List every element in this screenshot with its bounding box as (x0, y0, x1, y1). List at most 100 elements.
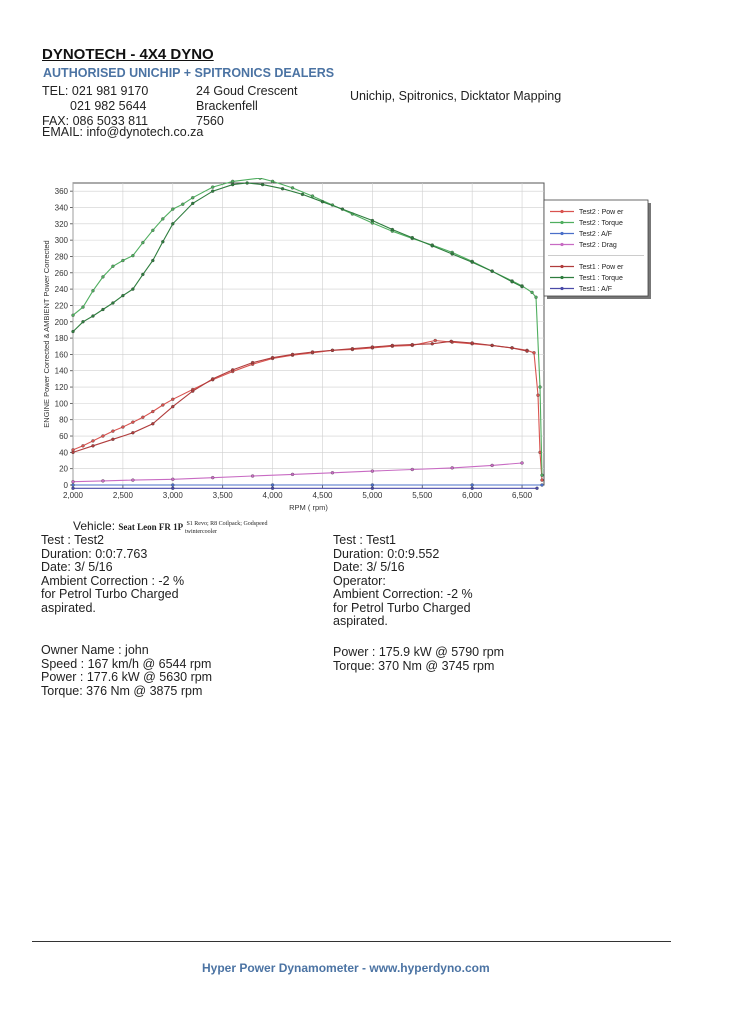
test1-line: for Petrol Turbo Charged (333, 600, 471, 615)
result-line: Power : 177.6 kW @ 5630 rpm (41, 670, 213, 684)
vehicle-line: Vehicle: Seat Leon FR 1P S1 Revo; R8 Coi… (73, 519, 268, 535)
x-axis-label: RPM ( rpm) (289, 503, 328, 512)
data-point (490, 343, 494, 348)
data-point (151, 258, 155, 263)
y-tick-label: 220 (55, 301, 69, 310)
data-point (470, 486, 474, 490)
result-line: Owner Name : john (41, 643, 149, 657)
test1-line: Ambient Correction: -2 % (333, 587, 473, 601)
result-line: Torque: 376 Nm @ 3875 rpm (41, 683, 203, 698)
data-point (211, 377, 215, 381)
test2-details: Test : Test2 Duration: 0:0:7.763 Date: 3… (41, 533, 184, 615)
data-point (171, 486, 175, 490)
data-point (171, 477, 175, 481)
address-block: 24 Goud Crescent Brackenfell 7560 (196, 84, 297, 129)
legend-marker (560, 275, 564, 280)
result-line: Speed : 167 km/h @ 6544 rpm (41, 656, 212, 671)
data-point (490, 463, 494, 468)
data-point (350, 347, 355, 351)
legend-marker (560, 264, 564, 269)
data-point (250, 360, 255, 365)
legend-label: Test1 : A/F (579, 286, 612, 293)
data-point (370, 486, 375, 490)
test2-line: for Petrol Turbo Charged (41, 587, 179, 601)
data-point (290, 186, 295, 190)
data-point (470, 341, 474, 345)
vehicle-mods: S1 Revo; R8 Coilpack; Godspeed (186, 521, 268, 527)
data-point (410, 236, 414, 240)
data-point (510, 346, 514, 350)
data-point (310, 194, 315, 198)
vehicle-label: Vehicle: (73, 519, 116, 533)
data-point (270, 486, 275, 490)
data-point (101, 434, 105, 438)
data-point (141, 240, 145, 245)
data-point (390, 343, 394, 348)
email-text: EMAIL: info@dynotech.co.za (42, 125, 204, 139)
data-point (171, 222, 175, 226)
legend-label: Test2 : Drag (579, 242, 617, 249)
result-line: Power : 175.9 kW @ 5790 rpm (333, 645, 505, 659)
data-point (430, 342, 434, 346)
data-point (270, 356, 275, 360)
data-point (245, 181, 249, 185)
legend-marker (560, 209, 564, 214)
y-tick-label: 40 (59, 448, 68, 457)
data-point (151, 409, 155, 414)
y-tick-label: 200 (55, 318, 69, 327)
data-point (540, 478, 544, 482)
data-point (101, 479, 105, 483)
data-point (121, 293, 125, 298)
test1-line: Duration: 0:0:9.552 (333, 546, 440, 561)
data-point (161, 217, 165, 221)
legend-marker (560, 231, 564, 236)
data-point (310, 350, 315, 354)
data-point (71, 483, 75, 487)
test2-results: Owner Name : john Speed : 167 km/h @ 654… (41, 643, 213, 698)
data-point (171, 207, 175, 211)
data-point (131, 287, 135, 291)
data-point (141, 272, 145, 277)
y-tick-label: 100 (55, 399, 69, 408)
data-point (330, 348, 335, 352)
contact-line: TEL: 021 981 9170 (42, 84, 149, 98)
y-tick-label: 180 (55, 334, 69, 343)
y-tick-label: 140 (55, 367, 69, 376)
data-point (231, 179, 235, 184)
data-point (536, 393, 540, 397)
data-point (270, 483, 275, 487)
legend-label: Test1 : Pow er (579, 264, 624, 271)
data-point (231, 182, 235, 187)
data-point (450, 466, 454, 470)
data-point (211, 189, 215, 193)
data-point (171, 404, 175, 409)
y-tick-label: 160 (55, 350, 69, 359)
data-point (111, 437, 115, 441)
y-tick-label: 340 (55, 203, 69, 212)
x-tick-label: 3,500 (213, 491, 234, 500)
data-point (540, 483, 544, 487)
data-point (171, 483, 175, 487)
data-point (151, 228, 155, 232)
test1-line: aspirated. (333, 614, 388, 628)
data-point (81, 320, 85, 324)
data-point (433, 338, 437, 343)
legend-label: Test1 : Torque (579, 275, 623, 282)
y-tick-label: 300 (55, 236, 69, 245)
data-point (470, 483, 474, 487)
data-point (290, 352, 295, 357)
x-tick-label: 3,000 (163, 491, 184, 500)
data-point (534, 295, 538, 299)
x-tick-label: 2,500 (113, 491, 134, 500)
test1-details: Test : Test1 Duration: 0:0:9.552 Date: 3… (333, 533, 473, 629)
vehicle-name: Seat Leon FR 1P (118, 522, 184, 532)
data-point (71, 486, 75, 490)
data-point (300, 192, 305, 197)
data-point (535, 486, 539, 490)
y-tick-label: 360 (55, 187, 69, 196)
x-tick-label: 6,000 (462, 491, 483, 500)
y-tick-label: 240 (55, 285, 69, 294)
legend-label: Test2 : Torque (579, 220, 623, 227)
data-point (121, 258, 125, 263)
data-point (91, 314, 95, 318)
